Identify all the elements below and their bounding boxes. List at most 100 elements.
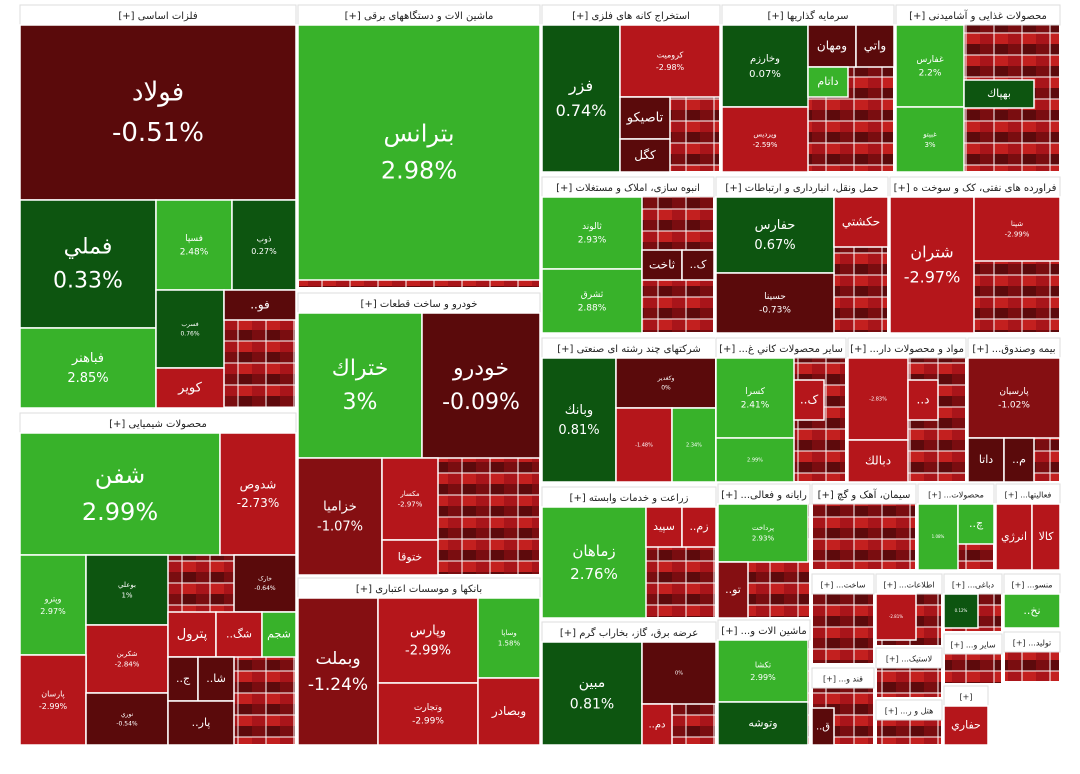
- tile[interactable]: [811, 707, 835, 746]
- sector-title[interactable]: محصولات غذایی و آشامیدنی [+]: [909, 9, 1047, 22]
- tile[interactable]: [715, 437, 795, 483]
- sector-title[interactable]: سیمان، آهک و گچ [+]: [818, 488, 911, 501]
- sector-title[interactable]: دباغی... [+]: [952, 581, 995, 590]
- tile[interactable]: [85, 554, 169, 626]
- sector-title[interactable]: استخراج کانه های فلزی [+]: [572, 11, 690, 22]
- tile[interactable]: [297, 597, 379, 746]
- tile[interactable]: [155, 367, 225, 409]
- tile[interactable]: [681, 506, 717, 548]
- sector-title[interactable]: خودرو و ساخت قطعات [+]: [361, 299, 478, 310]
- tile[interactable]: [717, 701, 809, 746]
- sector-title[interactable]: رایانه و فعالی... [+]: [721, 490, 807, 501]
- tile[interactable]: [541, 506, 647, 619]
- tile[interactable]: [715, 196, 835, 274]
- tile[interactable]: [541, 357, 617, 483]
- sector-title[interactable]: بیمه وصندوق... [+]: [972, 344, 1055, 355]
- sector-title[interactable]: سایر محصولات كاني غ... [+]: [719, 344, 843, 355]
- tile[interactable]: [957, 503, 995, 545]
- tile[interactable]: [381, 539, 439, 576]
- tile[interactable]: [717, 503, 809, 563]
- sector-title[interactable]: قند و... [+]: [823, 675, 863, 684]
- sector-title[interactable]: اطلاعات... [+]: [883, 581, 934, 590]
- tile[interactable]: [715, 272, 835, 334]
- sector-title[interactable]: حمل ونقل، انبارداری و ارتباطات [+]: [725, 183, 878, 194]
- tile[interactable]: [167, 700, 235, 746]
- tile[interactable]: [19, 24, 297, 201]
- tile[interactable]: [297, 312, 423, 459]
- tile[interactable]: [907, 379, 939, 421]
- tile[interactable]: [833, 196, 889, 248]
- sector-title[interactable]: ماشین الات و دستگاههای برقی [+]: [345, 10, 494, 22]
- sector-title[interactable]: [+]: [960, 693, 973, 702]
- tile[interactable]: [19, 327, 157, 409]
- tile[interactable]: [19, 432, 221, 556]
- tile[interactable]: [85, 624, 169, 694]
- sector-title[interactable]: فعالیتها... [+]: [1005, 491, 1052, 500]
- tile[interactable]: [889, 196, 975, 334]
- tile[interactable]: [619, 138, 671, 173]
- tile[interactable]: [231, 199, 297, 291]
- sector-title[interactable]: فلزات اساسی [+]: [118, 11, 197, 22]
- tile[interactable]: [219, 432, 297, 556]
- tile[interactable]: [793, 379, 825, 421]
- tile[interactable]: [895, 24, 965, 108]
- tile[interactable]: [847, 357, 909, 441]
- tile[interactable]: [847, 439, 909, 483]
- tile[interactable]: [943, 593, 979, 629]
- tile[interactable]: [967, 437, 1005, 483]
- tile[interactable]: [541, 641, 643, 746]
- tile[interactable]: [807, 66, 849, 98]
- tile[interactable]: [717, 561, 749, 619]
- tile[interactable]: [421, 312, 541, 459]
- tile[interactable]: [895, 106, 965, 173]
- sector-title[interactable]: سایر و... [+]: [950, 641, 996, 650]
- tile[interactable]: [973, 196, 1061, 262]
- sector-title[interactable]: محصولات شیمیایی [+]: [109, 419, 207, 430]
- tile[interactable]: [855, 24, 895, 68]
- sector-title[interactable]: سرمایه گذاریها [+]: [767, 10, 848, 22]
- tile[interactable]: [641, 641, 717, 705]
- sector-title[interactable]: محصولات... [+]: [928, 491, 984, 500]
- tile[interactable]: [681, 249, 715, 281]
- tile[interactable]: [1003, 593, 1061, 629]
- tile[interactable]: [233, 554, 297, 613]
- tile[interactable]: [619, 96, 671, 140]
- tile[interactable]: [19, 654, 87, 746]
- tile[interactable]: [297, 457, 383, 576]
- tile[interactable]: [1003, 437, 1035, 483]
- tile[interactable]: [875, 593, 917, 641]
- sector-title[interactable]: تولید... [+]: [1013, 639, 1052, 648]
- sector-title[interactable]: ساخت... [+]: [820, 581, 865, 590]
- tile[interactable]: [477, 597, 541, 679]
- sector-title[interactable]: لاستیک... [+]: [886, 655, 932, 664]
- tile[interactable]: [645, 506, 683, 548]
- tile[interactable]: [541, 268, 643, 334]
- tile[interactable]: [619, 24, 721, 98]
- tile[interactable]: [967, 357, 1061, 439]
- tile[interactable]: [963, 79, 1035, 109]
- tile[interactable]: [641, 703, 673, 746]
- tile[interactable]: [715, 357, 795, 439]
- tile[interactable]: [477, 677, 541, 746]
- sector-title[interactable]: انبوه سازی، املاک و مستغلات [+]: [556, 183, 700, 194]
- tile[interactable]: [215, 611, 263, 658]
- sector-title[interactable]: ماشین الات و... [+]: [721, 626, 806, 637]
- tile[interactable]: [721, 24, 809, 108]
- tile[interactable]: [197, 656, 235, 702]
- tile[interactable]: [615, 407, 673, 483]
- tile[interactable]: [943, 705, 989, 746]
- tile[interactable]: [541, 196, 643, 270]
- sector-title[interactable]: مواد و محصولات دار... [+]: [850, 344, 964, 355]
- tile[interactable]: [717, 639, 809, 703]
- tile[interactable]: [377, 682, 479, 746]
- tile[interactable]: [381, 457, 439, 541]
- tile[interactable]: [541, 24, 621, 173]
- tile[interactable]: [155, 289, 225, 369]
- tile[interactable]: [671, 407, 717, 483]
- tile[interactable]: [19, 199, 157, 329]
- tile[interactable]: [155, 199, 233, 291]
- tile[interactable]: [721, 106, 809, 173]
- tile[interactable]: [297, 24, 541, 281]
- tile[interactable]: [85, 692, 169, 746]
- tile[interactable]: [261, 611, 297, 658]
